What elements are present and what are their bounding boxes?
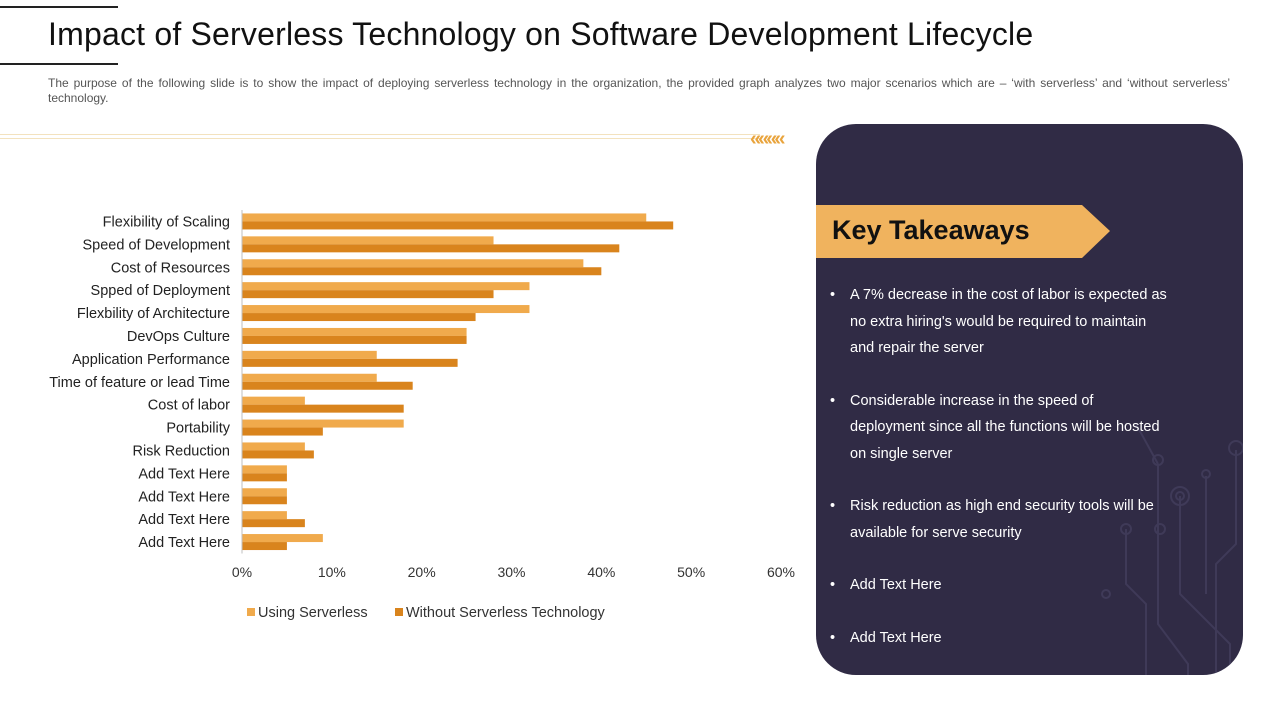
bar-chart: Flexibility of Scaling Speed of Developme… [49, 210, 795, 621]
bullet-icon: • [830, 629, 836, 646]
takeaway-item: • Risk reduction as high end security too… [830, 493, 1170, 546]
category-label: DevOps Culture [127, 329, 230, 345]
takeaway-item: • A 7% decrease in the cost of labor is e… [830, 282, 1170, 362]
bar-using-serverless [242, 282, 530, 291]
chart-bars [242, 213, 674, 551]
bar-using-serverless [242, 259, 584, 268]
bar-using-serverless [242, 327, 467, 336]
slide-title: Impact of Serverless Technology on Softw… [48, 16, 1034, 52]
bar-without-serverless [242, 381, 413, 390]
x-tick-label: 50% [677, 564, 705, 580]
category-labels: Flexibility of Scaling Speed of Developme… [49, 214, 231, 551]
legend-label: Without Serverless Technology [406, 605, 606, 621]
takeaway-item: • Add Text Here [830, 572, 1170, 599]
takeaway-text: Considerable increase in the speed of de… [850, 392, 1160, 462]
x-tick-label: 0% [232, 564, 252, 580]
bar-without-serverless [242, 358, 458, 367]
bar-using-serverless [242, 373, 377, 382]
category-label: Flexibility of Scaling [103, 214, 230, 230]
bar-using-serverless [242, 419, 404, 428]
bar-using-serverless [242, 442, 305, 451]
category-label: Risk Reduction [132, 443, 230, 459]
category-label: Cost of Resources [111, 260, 230, 276]
takeaway-text: Risk reduction as high end security tool… [850, 498, 1154, 541]
bullet-icon: • [830, 287, 836, 303]
key-takeaways-banner: Key Takeaways [816, 205, 1110, 258]
bar-using-serverless [242, 350, 377, 359]
key-takeaways-panel: Key Takeaways • A 7% decrease in the cost… [816, 124, 1243, 675]
circuit-decoration [1101, 423, 1243, 675]
bar-without-serverless [242, 221, 674, 230]
decorative-lines [0, 134, 760, 144]
bullet-icon: • [830, 392, 836, 409]
x-tick-label: 60% [767, 564, 795, 580]
bar-without-serverless [242, 267, 602, 276]
bar-without-serverless [242, 496, 287, 505]
chart-legend: Using Serverless Without Serverless Techn… [247, 605, 606, 621]
bar-without-serverless [242, 450, 314, 459]
bar-without-serverless [242, 335, 467, 344]
category-label: Application Performance [72, 352, 230, 368]
category-label: Add Text Here [138, 512, 230, 528]
takeaway-item: • Considerable increase in the speed of d… [830, 388, 1170, 468]
x-tick-label: 10% [318, 564, 346, 580]
legend-swatch [395, 608, 403, 616]
legend-label: Using Serverless [258, 605, 368, 621]
category-label: Flexbility of Architecture [77, 306, 230, 322]
takeaway-text: Add Text Here [850, 629, 942, 646]
x-tick-label: 20% [408, 564, 436, 580]
bar-using-serverless [242, 488, 287, 497]
legend-swatch [247, 608, 255, 616]
x-tick-labels: 0% 10% 20% 30% 40% 50% 60% [232, 564, 795, 580]
bar-without-serverless [242, 290, 494, 299]
category-label: Add Text Here [138, 535, 230, 551]
bar-using-serverless [242, 534, 323, 543]
category-label: Portability [166, 421, 230, 437]
x-tick-label: 40% [587, 564, 615, 580]
bar-using-serverless [242, 396, 305, 405]
bar-without-serverless [242, 542, 287, 551]
bullet-icon: • [830, 498, 836, 514]
top-rule-lower [0, 63, 118, 65]
category-label: Time of feature or lead Time [49, 375, 230, 391]
takeaways-list: • A 7% decrease in the cost of labor is e… [830, 282, 1170, 675]
bar-using-serverless [242, 236, 494, 245]
bar-without-serverless [242, 519, 305, 528]
takeaway-text: Add Text Here [850, 577, 942, 593]
bar-without-serverless [242, 404, 404, 413]
top-rule-upper [0, 6, 118, 8]
takeaway-text: A 7% decrease in the cost of labor is ex… [850, 287, 1167, 356]
bullet-icon: • [830, 577, 836, 593]
bar-without-serverless [242, 313, 476, 322]
bar-without-serverless [242, 427, 323, 436]
chevrons-icon: «««« [750, 128, 785, 150]
category-label: Cost of labor [148, 398, 230, 414]
slide-subtitle: The purpose of the following slide is to… [48, 76, 1230, 105]
key-takeaways-title: Key Takeaways [832, 215, 1030, 245]
bar-without-serverless [242, 473, 287, 482]
bar-using-serverless [242, 511, 287, 520]
category-label: Speed of Development [82, 237, 230, 253]
bar-using-serverless [242, 465, 287, 474]
takeaway-item: • Add Text Here [830, 625, 1170, 652]
category-label: Add Text Here [138, 489, 230, 505]
category-label: Add Text Here [138, 466, 230, 482]
bar-using-serverless [242, 305, 530, 314]
bar-without-serverless [242, 244, 620, 253]
bar-using-serverless [242, 213, 647, 222]
x-tick-label: 30% [497, 564, 525, 580]
category-label: Spped of Deployment [91, 283, 230, 299]
